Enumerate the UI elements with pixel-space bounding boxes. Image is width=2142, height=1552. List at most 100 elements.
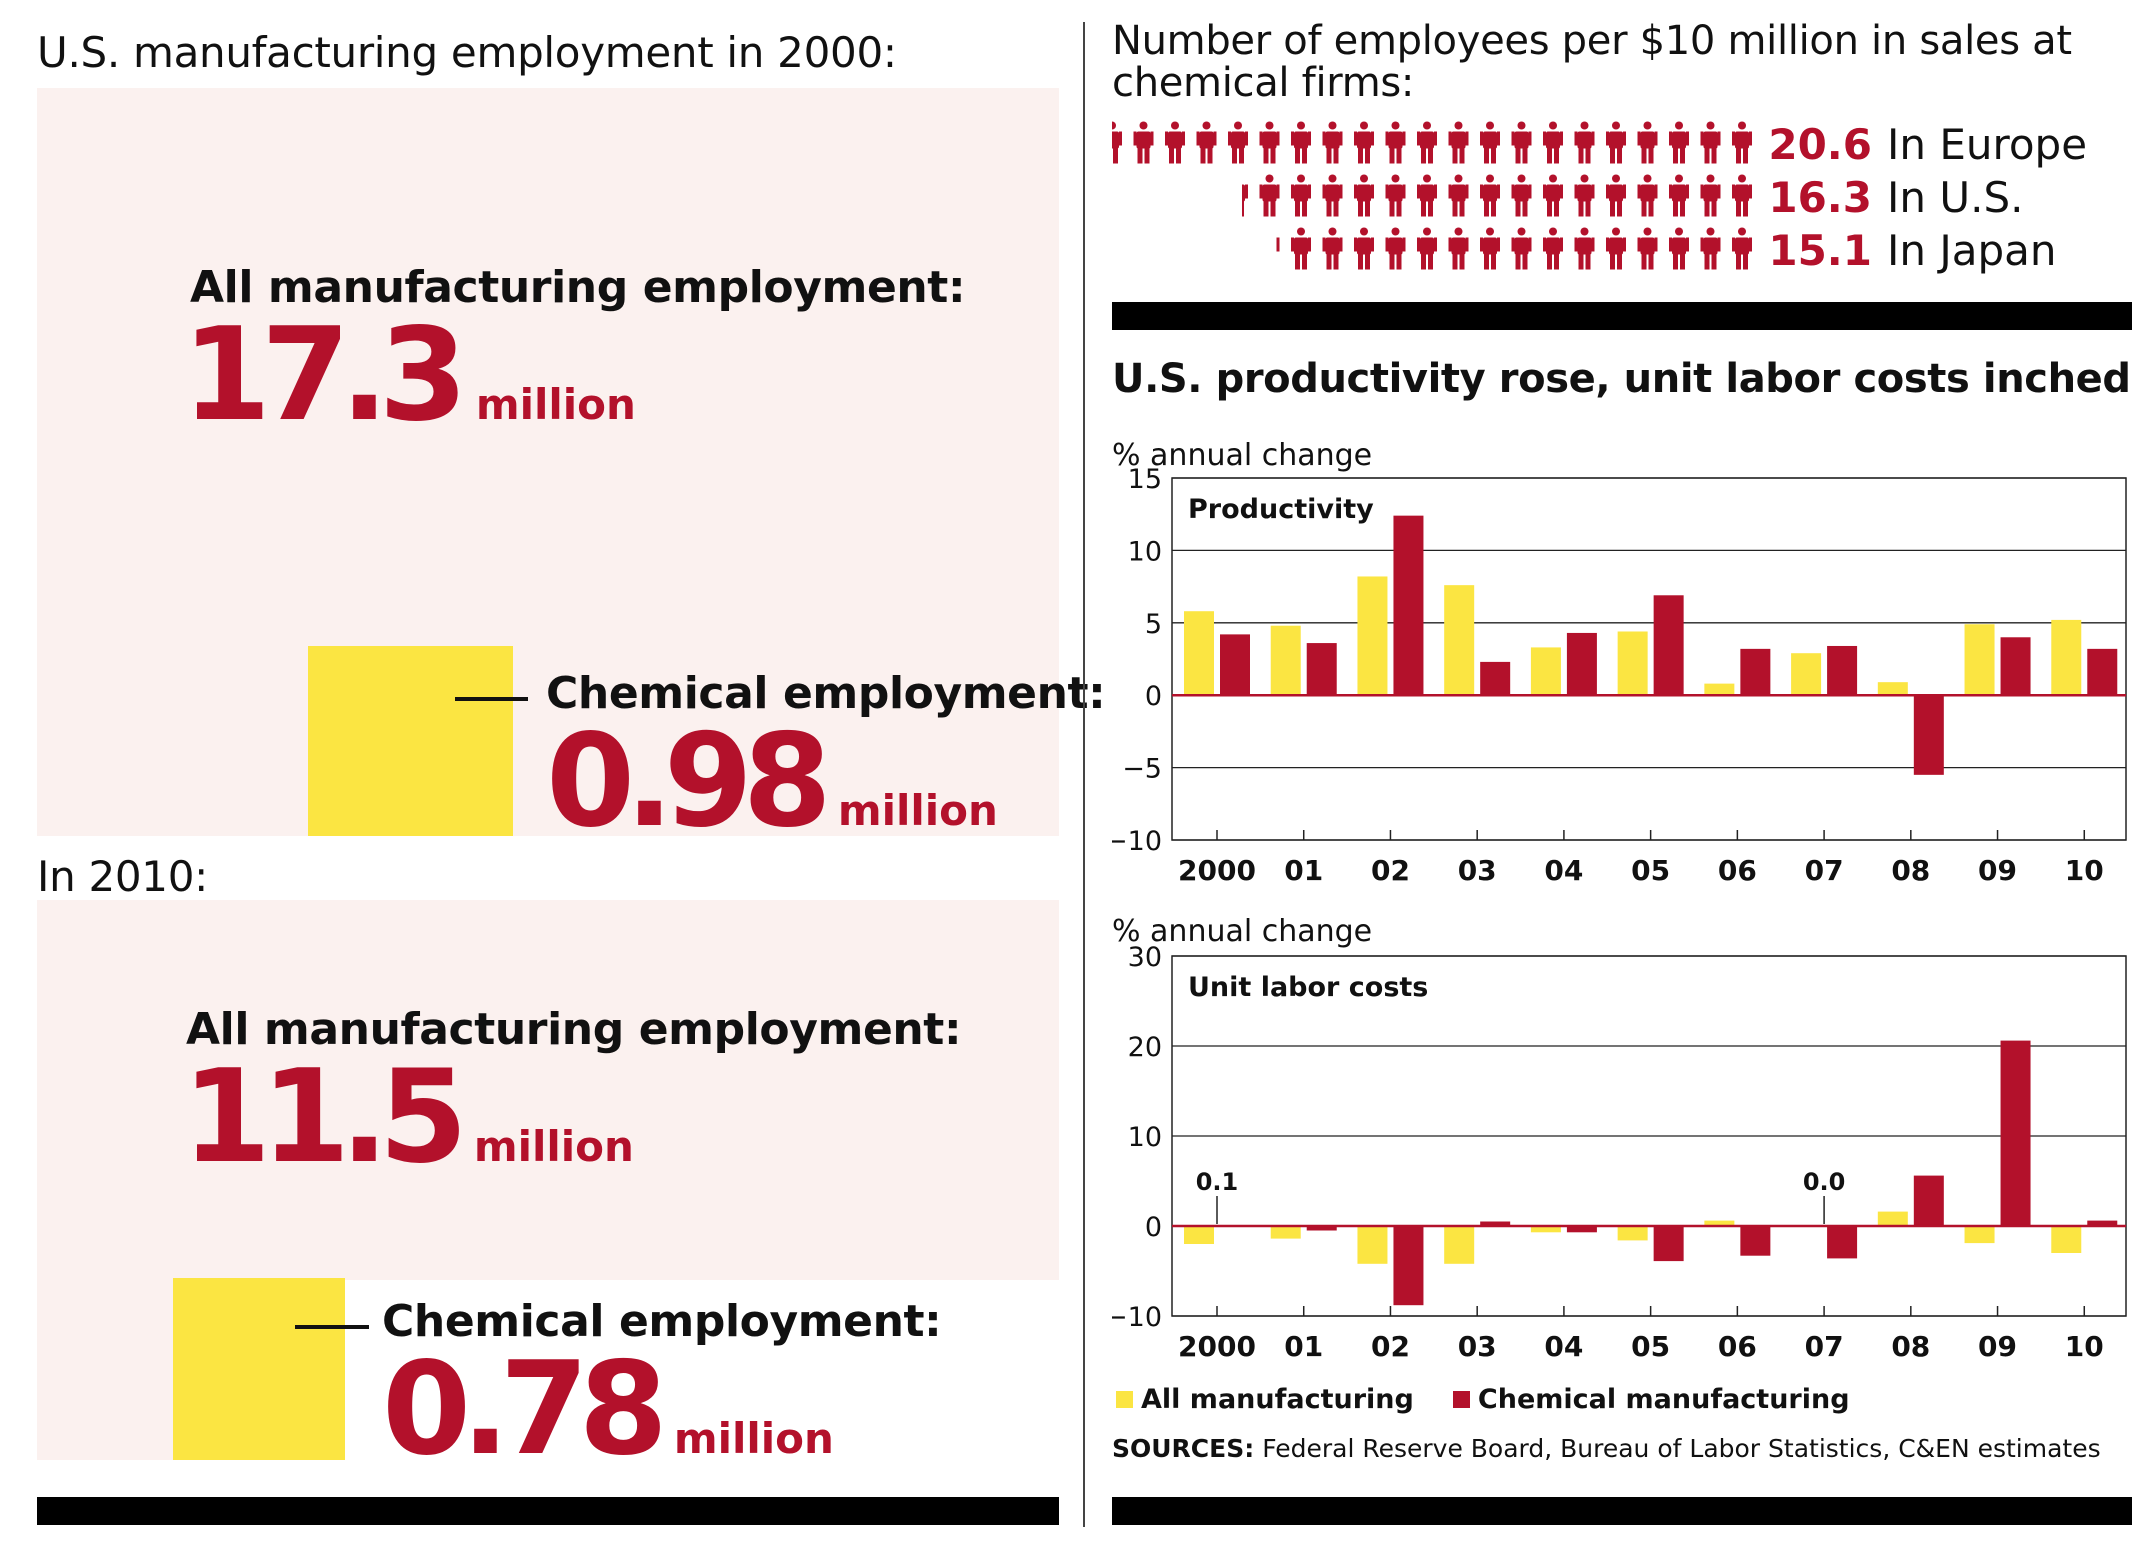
person-icon bbox=[1228, 121, 1248, 164]
person-icon bbox=[1511, 174, 1532, 217]
bar-chemical-manufacturing bbox=[1480, 661, 1511, 696]
x-tick-label: 03 bbox=[1458, 854, 1497, 887]
y-axis-label: % annual change bbox=[1112, 438, 1372, 473]
bar-chemical-manufacturing bbox=[1653, 595, 1684, 696]
chemical-2000-leader-line bbox=[455, 697, 528, 701]
person-icon bbox=[1574, 227, 1595, 270]
bar-chemical-manufacturing bbox=[1913, 695, 1944, 775]
y-tick-label: 30 bbox=[1128, 942, 1162, 973]
pictograph-icons bbox=[1242, 174, 1752, 217]
y-tick-label: 0 bbox=[1145, 1212, 1162, 1243]
all-manufacturing-2010-value-row: 11.5 million bbox=[182, 1054, 634, 1182]
person-icon bbox=[1732, 121, 1752, 164]
bar-all-manufacturing bbox=[1270, 1226, 1301, 1239]
pictograph-label: In Europe bbox=[1887, 120, 2088, 169]
x-tick-label: 07 bbox=[1805, 1330, 1844, 1363]
bar-all-manufacturing bbox=[1530, 647, 1561, 696]
person-icon bbox=[1574, 174, 1595, 217]
x-tick-label: 05 bbox=[1631, 1330, 1670, 1363]
person-icon bbox=[1448, 121, 1469, 164]
left-bottom-rule bbox=[37, 1497, 1059, 1525]
person-icon bbox=[1543, 227, 1563, 270]
y-tick-label: 0 bbox=[1145, 681, 1162, 712]
pictograph-icons bbox=[1276, 227, 1752, 270]
bar-all-manufacturing bbox=[1357, 576, 1388, 696]
x-tick-label: 08 bbox=[1891, 854, 1930, 887]
bar-all-manufacturing bbox=[1184, 1226, 1214, 1244]
person-icon bbox=[1276, 237, 1280, 252]
x-tick-label: 06 bbox=[1718, 854, 1757, 887]
plot-frame bbox=[1171, 477, 2127, 841]
person-icon bbox=[1669, 121, 1689, 164]
chemical-2000-unit: million bbox=[837, 786, 998, 835]
x-tick-label: 07 bbox=[1805, 854, 1844, 887]
x-tick-label: 02 bbox=[1371, 854, 1410, 887]
legend-chem-label: Chemical manufacturing bbox=[1477, 1384, 1850, 1415]
bar-chemical-manufacturing bbox=[1913, 1175, 1944, 1226]
annotation-label: 0.0 bbox=[1803, 1168, 1846, 1196]
bar-chemical-manufacturing bbox=[1480, 1221, 1511, 1226]
bar-all-manufacturing bbox=[1444, 585, 1475, 696]
bar-all-manufacturing bbox=[1184, 611, 1214, 696]
all-manufacturing-2010-unit: million bbox=[473, 1122, 634, 1171]
person-icon bbox=[1700, 174, 1721, 217]
person-icon bbox=[1322, 174, 1343, 217]
charts-title: U.S. productivity rose, unit labor costs… bbox=[1112, 356, 2142, 402]
pictograph-value: 15.1 bbox=[1768, 226, 1872, 275]
bar-chemical-manufacturing bbox=[2000, 637, 2031, 696]
chemical-2010-unit: million bbox=[673, 1414, 834, 1463]
chemical-2010-leader-line bbox=[295, 1325, 369, 1329]
bar-chemical-manufacturing bbox=[1393, 1226, 1424, 1306]
x-tick-label: 04 bbox=[1544, 854, 1583, 887]
y-tick-label: 5 bbox=[1145, 609, 1162, 640]
bar-chemical-manufacturing bbox=[1653, 1226, 1684, 1262]
legend-all-manufacturing: All manufacturing bbox=[1116, 1384, 1414, 1415]
person-icon bbox=[1511, 121, 1532, 164]
chart-title: Productivity bbox=[1188, 494, 1374, 525]
person-icon bbox=[1259, 121, 1280, 164]
pictograph-value: 20.6 bbox=[1768, 120, 1872, 169]
x-tick-label: 06 bbox=[1718, 1330, 1757, 1363]
person-icon bbox=[1165, 121, 1185, 164]
chemical-2000-label: Chemical employment: bbox=[546, 668, 1106, 719]
person-icon bbox=[1448, 174, 1469, 217]
person-icon bbox=[1291, 121, 1311, 164]
person-icon bbox=[1385, 174, 1406, 217]
person-icon bbox=[1354, 121, 1374, 164]
person-icon bbox=[1322, 121, 1343, 164]
person-icon bbox=[1732, 174, 1752, 217]
pictograph-row: 20.6 In Europe bbox=[1112, 116, 2122, 169]
bar-all-manufacturing bbox=[1791, 653, 1822, 696]
person-icon bbox=[1637, 174, 1658, 217]
person-icon bbox=[1543, 174, 1563, 217]
x-tick-label: 03 bbox=[1458, 1330, 1497, 1363]
bar-chemical-manufacturing bbox=[1740, 648, 1771, 696]
x-tick-label: 04 bbox=[1544, 1330, 1583, 1363]
pictograph-label: In U.S. bbox=[1887, 173, 2024, 222]
bar-all-manufacturing bbox=[1270, 625, 1301, 696]
person-icon bbox=[1354, 227, 1374, 270]
bar-all-manufacturing bbox=[1357, 1226, 1388, 1264]
person-icon bbox=[1700, 121, 1721, 164]
bar-all-manufacturing bbox=[1964, 1226, 1995, 1244]
person-icon bbox=[1543, 121, 1563, 164]
bar-chemical-manufacturing bbox=[2000, 1040, 2031, 1226]
person-icon bbox=[1606, 227, 1626, 270]
x-tick-label: 01 bbox=[1284, 854, 1323, 887]
person-icon bbox=[1417, 227, 1437, 270]
x-tick-label: 2000 bbox=[1178, 854, 1256, 887]
pictograph-row: 16.3 In U.S. bbox=[1112, 169, 2122, 222]
bar-all-manufacturing bbox=[1444, 1226, 1475, 1264]
bar-all-manufacturing bbox=[1877, 682, 1908, 696]
person-icon bbox=[1242, 184, 1248, 217]
bar-all-manufacturing bbox=[2051, 619, 2082, 696]
chemical-2010-square bbox=[173, 1278, 345, 1460]
right-top-rule bbox=[1112, 302, 2132, 330]
person-icon bbox=[1606, 174, 1626, 217]
chemical-2000-value: 0.98 bbox=[546, 707, 832, 856]
x-tick-label: 09 bbox=[1978, 1330, 2017, 1363]
y-tick-label: −10 bbox=[1112, 826, 1162, 857]
x-tick-label: 08 bbox=[1891, 1330, 1930, 1363]
